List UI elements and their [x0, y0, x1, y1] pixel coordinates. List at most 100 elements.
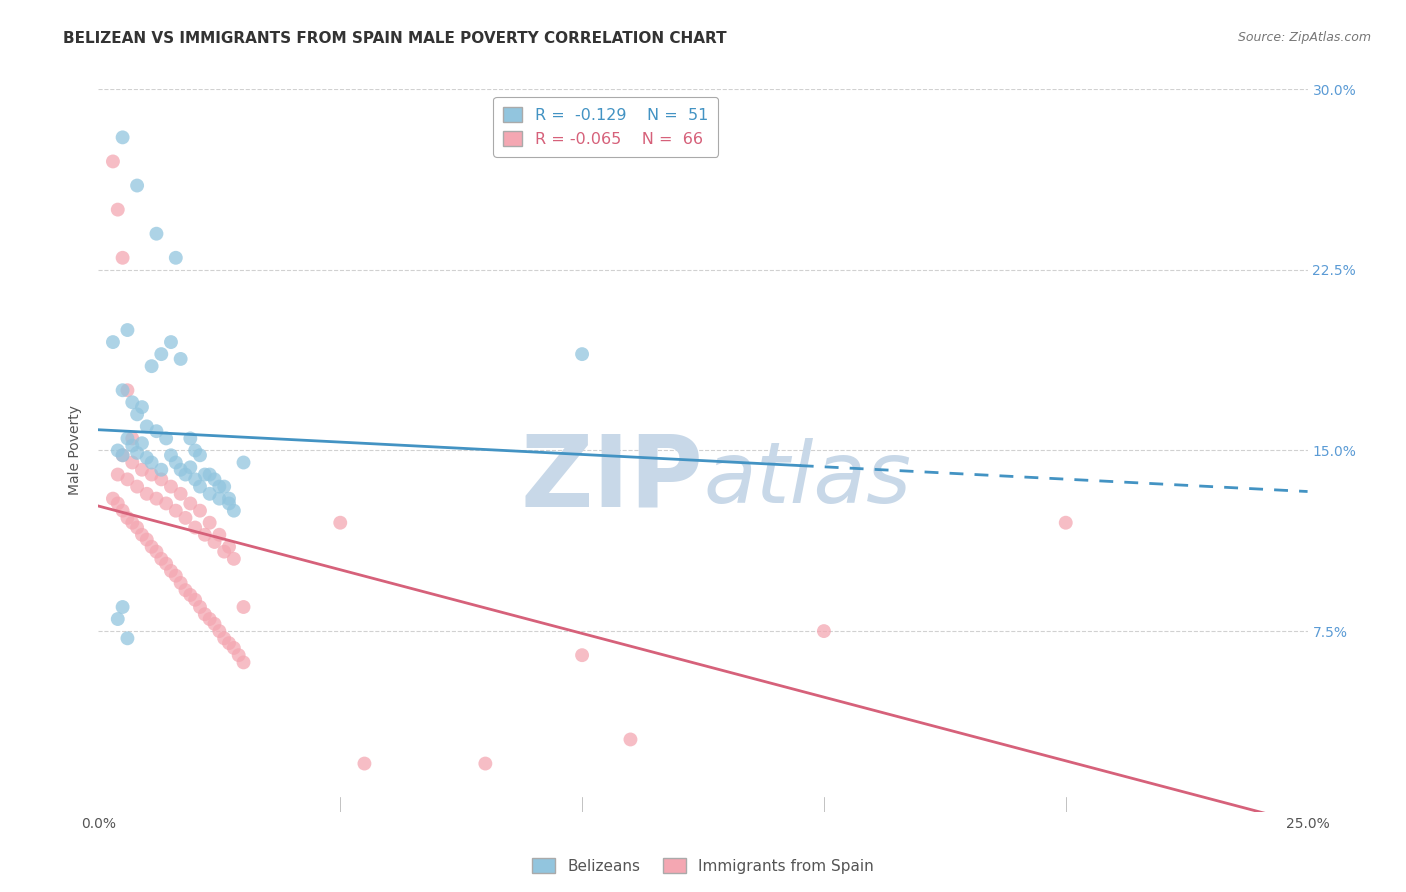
Point: [101, 334, 124, 349]
Point: [619, 732, 641, 747]
Legend: Belizeans, Immigrants from Spain: Belizeans, Immigrants from Spain: [526, 852, 880, 880]
Point: [232, 656, 254, 670]
Point: [160, 448, 183, 462]
Point: [121, 455, 143, 469]
Point: [111, 448, 134, 462]
Point: [208, 527, 231, 541]
Point: [127, 520, 149, 534]
Point: [204, 472, 226, 486]
Text: Source: ZipAtlas.com: Source: ZipAtlas.com: [1237, 31, 1371, 45]
Point: [353, 756, 375, 771]
Point: [141, 455, 163, 469]
Point: [155, 557, 177, 571]
Point: [169, 351, 191, 366]
Point: [107, 496, 129, 510]
Text: atlas: atlas: [703, 438, 911, 521]
Point: [169, 487, 191, 501]
Point: [131, 463, 153, 477]
Point: [150, 463, 173, 477]
Point: [131, 436, 153, 450]
Point: [228, 648, 250, 662]
Point: [174, 467, 197, 482]
Point: [160, 334, 183, 349]
Point: [218, 496, 240, 510]
Point: [179, 460, 201, 475]
Point: [813, 624, 835, 639]
Point: [127, 480, 149, 494]
Point: [198, 487, 221, 501]
Point: [101, 154, 124, 169]
Point: [155, 431, 177, 445]
Point: [194, 607, 217, 622]
Point: [179, 431, 201, 445]
Point: [169, 463, 191, 477]
Point: [218, 540, 240, 554]
Point: [188, 503, 211, 517]
Point: [107, 467, 129, 482]
Point: [571, 648, 593, 662]
Point: [571, 347, 593, 361]
Point: [111, 384, 134, 398]
Text: BELIZEAN VS IMMIGRANTS FROM SPAIN MALE POVERTY CORRELATION CHART: BELIZEAN VS IMMIGRANTS FROM SPAIN MALE P…: [63, 31, 727, 46]
Point: [127, 446, 149, 460]
Point: [232, 599, 254, 614]
Point: [135, 533, 157, 547]
Point: [198, 516, 221, 530]
Point: [150, 551, 173, 566]
Point: [145, 491, 167, 506]
Point: [121, 395, 143, 409]
Point: [150, 347, 173, 361]
Point: [208, 491, 231, 506]
Point: [212, 632, 235, 646]
Point: [165, 503, 187, 517]
Point: [111, 599, 134, 614]
Text: ZIP: ZIP: [520, 431, 703, 528]
Point: [165, 568, 187, 582]
Point: [135, 487, 157, 501]
Point: [188, 599, 211, 614]
Point: [1054, 516, 1077, 530]
Point: [141, 359, 163, 373]
Point: [121, 516, 143, 530]
Point: [155, 496, 177, 510]
Point: [127, 178, 149, 193]
Point: [160, 480, 183, 494]
Point: [194, 467, 217, 482]
Point: [212, 544, 235, 558]
Point: [218, 491, 240, 506]
Point: [145, 544, 167, 558]
Point: [150, 472, 173, 486]
Point: [165, 251, 187, 265]
Point: [208, 480, 231, 494]
Point: [117, 511, 139, 525]
Point: [117, 472, 139, 486]
Point: [141, 467, 163, 482]
Point: [111, 251, 134, 265]
Point: [174, 511, 197, 525]
Point: [111, 448, 134, 462]
Point: [222, 551, 245, 566]
Point: [179, 588, 201, 602]
Point: [160, 564, 183, 578]
Point: [135, 450, 157, 465]
Point: [131, 400, 153, 414]
Point: [101, 491, 124, 506]
Point: [111, 130, 134, 145]
Point: [174, 583, 197, 598]
Point: [169, 576, 191, 591]
Point: [222, 640, 245, 655]
Point: [188, 448, 211, 462]
Point: [117, 431, 139, 445]
Point: [141, 540, 163, 554]
Point: [121, 439, 143, 453]
Point: [107, 202, 129, 217]
Point: [194, 527, 217, 541]
Point: [212, 480, 235, 494]
Point: [145, 424, 167, 438]
Point: [127, 407, 149, 421]
Point: [121, 431, 143, 445]
Point: [208, 624, 231, 639]
Point: [131, 527, 153, 541]
Point: [218, 636, 240, 650]
Point: [198, 612, 221, 626]
